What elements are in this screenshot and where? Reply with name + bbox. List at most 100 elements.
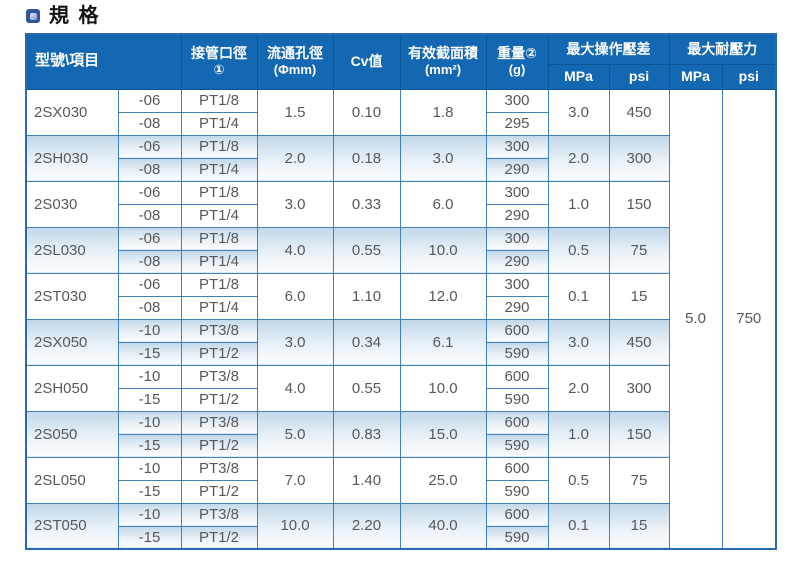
header-port-size: 接管口徑 ① (180, 33, 258, 90)
table-row: -08 PT1/4 290 (26, 249, 776, 274)
model-cell: 2SX050 (25, 318, 119, 366)
model-cell: 2SX030 (25, 88, 119, 136)
header-op-diff-psi: psi (608, 63, 670, 90)
header-orifice-label: 流通孔徑 (267, 44, 324, 61)
port-thread-cell: PT1/2 (180, 341, 258, 366)
op-diff-psi-cell: 150 (608, 180, 670, 228)
port-thread-cell: PT1/2 (180, 387, 258, 412)
weight-cell: 600 (485, 502, 549, 527)
port-thread-cell: PT1/8 (180, 180, 258, 205)
thread-code-cell: -15 (117, 341, 182, 366)
thread-code-cell: -15 (117, 479, 182, 504)
op-diff-mpa-cell: 0.5 (547, 226, 610, 274)
thread-code-cell: -10 (117, 502, 182, 527)
header-max-proof-pressure: 最大耐壓力 (668, 33, 777, 65)
orifice-cell: 6.0 (256, 272, 334, 320)
orifice-cell: 10.0 (256, 502, 334, 550)
cv-cell: 0.34 (332, 318, 401, 366)
port-thread-cell: PT1/8 (180, 226, 258, 251)
thread-code-cell: -10 (117, 410, 182, 435)
header-orifice-unit: (Φmm) (273, 62, 317, 78)
spec-table-header: 型號\項目 接管口徑 ① 流通孔徑 (Φmm) Cv值 有效截面積 (mm²) … (25, 33, 777, 90)
op-diff-mpa-cell: 3.0 (547, 88, 610, 136)
area-cell: 15.0 (399, 410, 487, 458)
model-cell: 2S050 (25, 410, 119, 458)
cv-cell: 0.33 (332, 180, 401, 228)
weight-cell: 295 (485, 111, 549, 136)
cv-cell: 1.10 (332, 272, 401, 320)
orifice-cell: 4.0 (256, 226, 334, 274)
op-diff-psi-cell: 15 (608, 502, 670, 550)
area-cell: 6.1 (399, 318, 487, 366)
weight-cell: 300 (485, 272, 549, 297)
header-proof-psi: psi (721, 63, 777, 90)
port-thread-cell: PT1/2 (180, 525, 258, 550)
model-cell: 2SH030 (25, 134, 119, 182)
model-cell: 2SL030 (25, 226, 119, 274)
cv-cell: 0.83 (332, 410, 401, 458)
orifice-cell: 5.0 (256, 410, 334, 458)
header-orifice: 流通孔徑 (Φmm) (256, 33, 334, 90)
weight-cell: 300 (485, 226, 549, 251)
op-diff-mpa-cell: 0.5 (547, 456, 610, 504)
port-thread-cell: PT1/8 (180, 272, 258, 297)
thread-code-cell: -06 (117, 134, 182, 159)
model-cell: 2SL050 (25, 456, 119, 504)
page-title: 規 格 (49, 5, 101, 27)
header-model-item: 型號\項目 (25, 33, 182, 90)
header-weight: 重量② (g) (485, 33, 549, 90)
cv-cell: 0.55 (332, 226, 401, 274)
area-cell: 12.0 (399, 272, 487, 320)
header-port-size-label: 接管口徑 (191, 44, 248, 61)
header-weight-unit: (g) (508, 62, 526, 78)
port-thread-cell: PT1/2 (180, 433, 258, 458)
op-diff-mpa-cell: 0.1 (547, 272, 610, 320)
thread-code-cell: -10 (117, 364, 182, 389)
header-effective-area-label: 有效截面積 (408, 44, 479, 61)
weight-cell: 300 (485, 180, 549, 205)
weight-cell: 590 (485, 525, 549, 550)
op-diff-psi-cell: 450 (608, 88, 670, 136)
port-thread-cell: PT3/8 (180, 410, 258, 435)
port-thread-cell: PT1/4 (180, 295, 258, 320)
orifice-cell: 3.0 (256, 180, 334, 228)
model-cell: 2SH050 (25, 364, 119, 412)
model-cell: 2ST030 (25, 272, 119, 320)
op-diff-mpa-cell: 3.0 (547, 318, 610, 366)
port-thread-cell: PT1/4 (180, 111, 258, 136)
header-op-diff-mpa: MPa (547, 63, 610, 90)
spec-table: 型號\項目 接管口徑 ① 流通孔徑 (Φmm) Cv值 有效截面積 (mm²) … (25, 33, 778, 550)
weight-cell: 590 (485, 433, 549, 458)
op-diff-mpa-cell: 0.1 (547, 502, 610, 550)
section-title-row: 規 格 (26, 6, 101, 26)
op-diff-psi-cell: 450 (608, 318, 670, 366)
orifice-cell: 2.0 (256, 134, 334, 182)
thread-code-cell: -10 (117, 456, 182, 481)
thread-code-cell: -06 (117, 272, 182, 297)
area-cell: 6.0 (399, 180, 487, 228)
model-cell: 2ST050 (25, 502, 119, 550)
op-diff-psi-cell: 75 (608, 226, 670, 274)
area-cell: 3.0 (399, 134, 487, 182)
area-cell: 10.0 (399, 364, 487, 412)
table-row: 2ST030 -06 PT1/8 6.0 1.10 12.0 300 0.1 15 (25, 272, 776, 320)
proof-psi-cell: 750 (721, 88, 777, 550)
table-row: 2ST050 -10 PT3/8 10.0 2.20 40.0 600 0.1 15 (25, 502, 776, 550)
port-thread-cell: PT1/8 (180, 134, 258, 159)
weight-cell: 590 (485, 341, 549, 366)
orifice-cell: 4.0 (256, 364, 334, 412)
op-diff-mpa-cell: 1.0 (547, 410, 610, 458)
table-row: 2S030 -06 PT1/8 3.0 0.33 6.0 300 1.0 150 (25, 180, 776, 228)
port-thread-cell: PT3/8 (180, 502, 258, 527)
area-cell: 10.0 (399, 226, 487, 274)
header-port-size-note: ① (213, 62, 225, 78)
spec-table-body: 2SX030 -06 PT1/8 1.5 0.10 1.8 300 3.0 450 5.0 750-… (25, 88, 777, 550)
table-row: -15 PT1/2 590 (26, 341, 776, 366)
port-thread-cell: PT3/8 (180, 318, 258, 343)
thread-code-cell: -08 (117, 157, 182, 182)
thread-code-cell: -15 (117, 433, 182, 458)
cv-cell: 0.10 (332, 88, 401, 136)
op-diff-psi-cell: 300 (608, 364, 670, 412)
proof-mpa-cell: 5.0 (668, 88, 723, 550)
weight-cell: 600 (485, 318, 549, 343)
